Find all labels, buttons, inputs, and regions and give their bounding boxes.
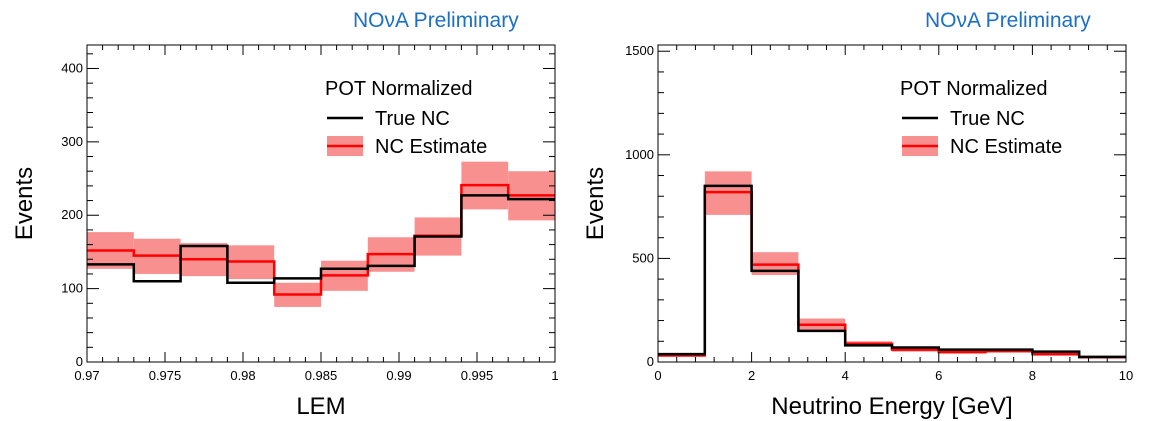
y-tick-label: 500	[632, 250, 654, 265]
x-tick-label: 0.97	[74, 368, 99, 383]
legend-title: POT Normalized	[900, 78, 1047, 100]
x-tick-label: 0.98	[230, 368, 255, 383]
x-tick-label: 2	[748, 368, 755, 383]
lem-panel: 0.97 0.975 0.98 0.985 0.99 0.995 1 0 100 200 300 40…	[11, 9, 559, 420]
energy-panel: 0 2 4 6 8 10 0 500 1000 1500 Neutrino Energy [GeV]…	[582, 9, 1133, 420]
x-tick-label: 8	[1029, 368, 1036, 383]
x-tick-label: 0.995	[461, 368, 494, 383]
legend-true-nc-label: True NC	[950, 108, 1025, 130]
y-axis-title: Events	[582, 167, 609, 240]
preliminary-watermark: NOνA Preliminary	[353, 9, 519, 32]
x-tick-label: 0	[654, 368, 661, 383]
x-tick-label: 0.975	[149, 368, 182, 383]
true-nc-line	[87, 194, 555, 284]
y-tick-label: 0	[647, 354, 654, 369]
y-tick-label: 0	[76, 354, 83, 369]
nc-estimate-line	[658, 190, 1126, 359]
true-nc-line	[658, 184, 1126, 359]
x-tick-label: 6	[935, 368, 942, 383]
x-tick-label: 0.985	[305, 368, 338, 383]
legend-title: POT Normalized	[325, 78, 472, 100]
y-tick-label: 1500	[625, 43, 654, 58]
y-axis-title: Events	[11, 167, 38, 240]
x-axis-title: Neutrino Energy [GeV]	[771, 393, 1012, 420]
preliminary-watermark: NOνA Preliminary	[925, 9, 1091, 32]
x-tick-label: 4	[842, 368, 849, 383]
x-tick-label: 1	[551, 368, 558, 383]
y-tick-label: 300	[61, 134, 83, 149]
legend-true-nc-label: True NC	[375, 108, 450, 130]
y-tick-label: 100	[61, 281, 83, 296]
y-tick-label: 1000	[625, 147, 654, 162]
plot-frame	[657, 44, 1127, 363]
y-tick-label: 200	[61, 207, 83, 222]
x-tick-label: 0.99	[386, 368, 411, 383]
legend-estimate-label: NC Estimate	[950, 136, 1062, 158]
x-axis-title: LEM	[296, 393, 345, 420]
x-tick-label: 10	[1119, 368, 1133, 383]
y-tick-label: 400	[61, 60, 83, 75]
legend-estimate-label: NC Estimate	[375, 136, 487, 158]
